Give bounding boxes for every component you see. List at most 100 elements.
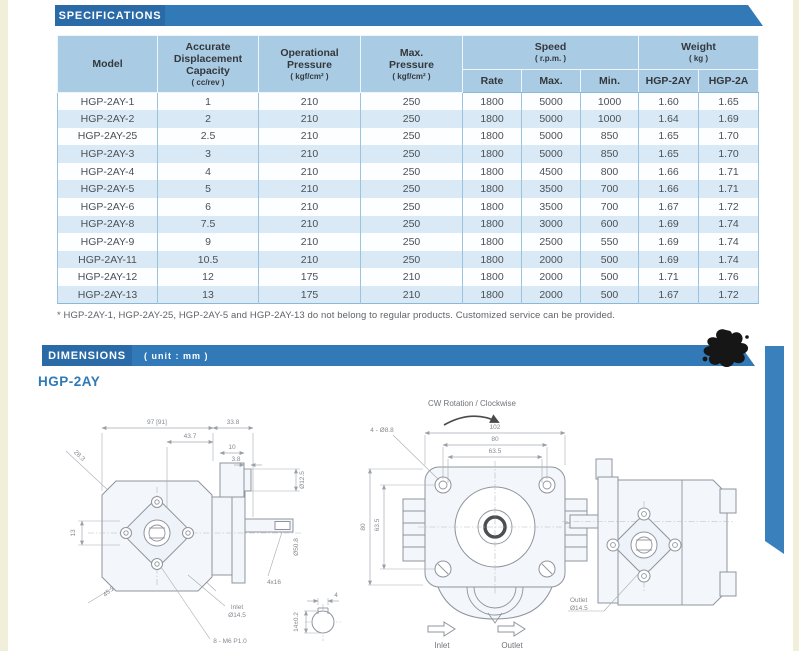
dim-bore-12-5: Ø12.5 (299, 471, 306, 489)
cell-op-pressure: 210 (258, 180, 361, 199)
cell-weight-hgp2ay: 1.65 (638, 145, 700, 163)
rotation-direction-label: CW Rotation / Clockwise (428, 399, 517, 408)
cell-max: 5000 (521, 92, 581, 111)
cell-min: 550 (579, 233, 640, 251)
cell-capacity: 6 (157, 198, 259, 216)
cell-min: 800 (579, 162, 640, 181)
cell-rate: 1800 (462, 92, 522, 111)
cell-rate: 1800 (462, 233, 522, 251)
table-row: HGP-2AY-5 5 210 250 1800 3500 700 1.66 1.71 (57, 180, 760, 199)
dimensions-banner-label-box: DIMENSIONS (42, 345, 132, 366)
cell-weight-hgp2ay: 1.64 (638, 110, 700, 128)
cell-min: 500 (579, 286, 640, 304)
cell-weight-hgp2a: 1.72 (698, 198, 760, 216)
cell-op-pressure: 210 (258, 162, 361, 181)
cell-model: HGP-2AY-25 (57, 127, 158, 146)
dim-28-3: 28.3 (72, 449, 86, 463)
outlet-arrow-icon (497, 621, 526, 637)
cell-op-pressure: 210 (258, 110, 361, 128)
cell-weight-hgp2a: 1.72 (698, 286, 760, 304)
cell-min: 1000 (579, 92, 640, 111)
cell-op-pressure: 210 (258, 127, 361, 146)
cell-weight-hgp2a: 1.65 (698, 92, 760, 111)
cell-max: 2000 (521, 250, 581, 269)
cell-weight-hgp2a: 1.70 (698, 127, 760, 146)
dim-63-5-left: 63.5 (374, 518, 381, 531)
cell-capacity: 13 (157, 286, 259, 304)
dim-pilot-50-8: Ø50.8 (293, 538, 300, 556)
cell-weight-hgp2ay: 1.66 (638, 180, 700, 199)
col-header-operational-unit: ( kgf/cm² ) (290, 71, 329, 81)
cell-capacity: 9 (157, 233, 259, 251)
col-header-max-pressure: Max. Pressure ( kgf/cm² ) (360, 35, 463, 93)
dim-13: 13 (70, 529, 77, 537)
cell-capacity: 2.5 (157, 127, 259, 146)
table-row: HGP-2AY-1 1 210 250 1800 5000 1000 1.60 1.65 (57, 92, 760, 111)
specifications-table: Model Accurate Displacement Capacity ( c… (57, 35, 760, 305)
dim-63-5-top: 63.5 (489, 448, 502, 455)
cell-model: HGP-2AY-11 (57, 250, 158, 269)
col-header-speed-label: Speed (534, 41, 567, 54)
cell-model: HGP-2AY-12 (57, 268, 158, 287)
cell-max-pressure: 250 (360, 198, 463, 216)
col-header-model-label: Model (92, 57, 123, 70)
dim-shaft-14: 14±0.2 (293, 612, 300, 632)
cell-weight-hgp2a: 1.71 (698, 162, 760, 181)
cell-weight-hgp2ay: 1.69 (638, 233, 700, 251)
dimensions-title: DIMENSIONS (48, 349, 126, 362)
cell-op-pressure: 210 (258, 198, 361, 216)
cell-rate: 1800 (462, 268, 522, 287)
cell-rate: 1800 (462, 250, 522, 269)
cell-model: HGP-2AY-2 (57, 110, 158, 128)
table-row: HGP-2AY-12 12 175 210 1800 2000 500 1.71 1.76 (57, 268, 760, 287)
cell-model: HGP-2AY-13 (57, 286, 158, 304)
cell-weight-hgp2ay: 1.67 (638, 198, 700, 216)
cell-model: HGP-2AY-4 (57, 162, 158, 181)
dim-102: 102 (490, 424, 501, 431)
cell-min: 500 (579, 250, 640, 269)
table-row: HGP-2AY-11 10.5 210 250 1800 2000 500 1.69 1.74 (57, 250, 760, 269)
cell-max-pressure: 250 (360, 92, 463, 111)
cell-min: 850 (579, 145, 640, 163)
cell-rate: 1800 (462, 145, 522, 163)
cell-capacity: 3 (157, 145, 259, 163)
col-header-weight: Weight ( kg ) (638, 35, 760, 70)
inlet-arrow-label: Inlet (434, 641, 450, 650)
cell-max-pressure: 250 (360, 145, 463, 163)
col-header-operational-label: Operational Pressure (280, 46, 339, 71)
cell-max: 5000 (521, 110, 581, 128)
cell-min: 1000 (579, 110, 640, 128)
cell-max: 3500 (521, 198, 581, 216)
cell-rate: 1800 (462, 215, 522, 234)
cell-model: HGP-2AY-9 (57, 233, 158, 251)
cell-model: HGP-2AY-6 (57, 198, 158, 216)
col-header-weight-unit: ( kg ) (688, 54, 709, 64)
cell-max-pressure: 210 (360, 268, 463, 287)
table-row: HGP-2AY-3 3 210 250 1800 5000 850 1.65 1.70 (57, 145, 760, 163)
drawing-front-view: CW Rotation / Clockwise (360, 399, 588, 650)
col-subheader-hgp2ay: HGP-2AY (638, 69, 700, 93)
cell-weight-hgp2ay: 1.69 (638, 215, 700, 234)
cell-rate: 1800 (462, 162, 522, 181)
cell-max-pressure: 250 (360, 250, 463, 269)
table-row: HGP-2AY-13 13 175 210 1800 2000 500 1.67 1.72 (57, 286, 760, 304)
table-row: HGP-2AY-25 2.5 210 250 1800 5000 850 1.65 1.70 (57, 127, 760, 146)
col-header-capacity: Accurate Displacement Capacity ( cc/rev … (157, 35, 259, 93)
cell-capacity: 5 (157, 180, 259, 199)
cell-max: 5000 (521, 127, 581, 146)
table-row: HGP-2AY-9 9 210 250 1800 2500 550 1.69 1.74 (57, 233, 760, 251)
drawing-right-side-view: Outlet Ø14.5 (562, 458, 737, 612)
cell-weight-hgp2ay: 1.60 (638, 92, 700, 111)
cell-op-pressure: 210 (258, 215, 361, 234)
col-subheader-rate: Rate (462, 69, 522, 93)
cell-max-pressure: 250 (360, 215, 463, 234)
cell-max-pressure: 250 (360, 233, 463, 251)
outlet-arrow-label: Outlet (501, 641, 523, 650)
page-edge-left (0, 0, 8, 651)
dim-key-4: 4 (334, 592, 338, 599)
col-header-capacity-unit: ( cc/rev ) (191, 77, 225, 87)
col-header-speed: Speed ( r.p.m. ) (461, 35, 640, 70)
cell-max-pressure: 250 (360, 127, 463, 146)
cell-capacity: 12 (157, 268, 259, 287)
